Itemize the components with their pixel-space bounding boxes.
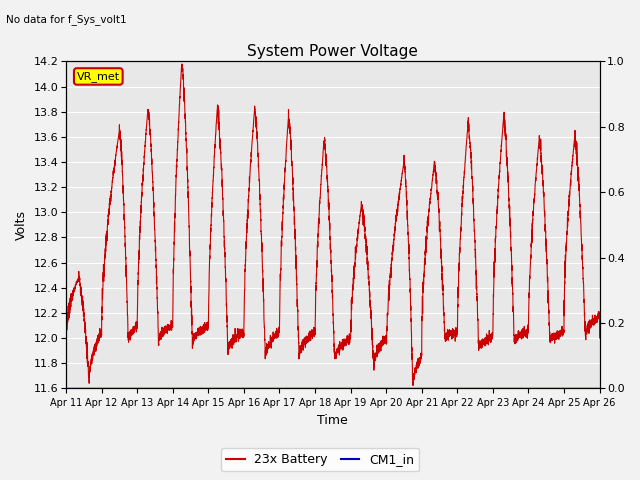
- Text: No data for f_Sys_volt1: No data for f_Sys_volt1: [6, 14, 127, 25]
- Title: System Power Voltage: System Power Voltage: [248, 44, 419, 59]
- X-axis label: Time: Time: [317, 414, 348, 427]
- Legend: 23x Battery, CM1_in: 23x Battery, CM1_in: [221, 448, 419, 471]
- Y-axis label: Volts: Volts: [15, 210, 28, 240]
- Text: VR_met: VR_met: [77, 71, 120, 82]
